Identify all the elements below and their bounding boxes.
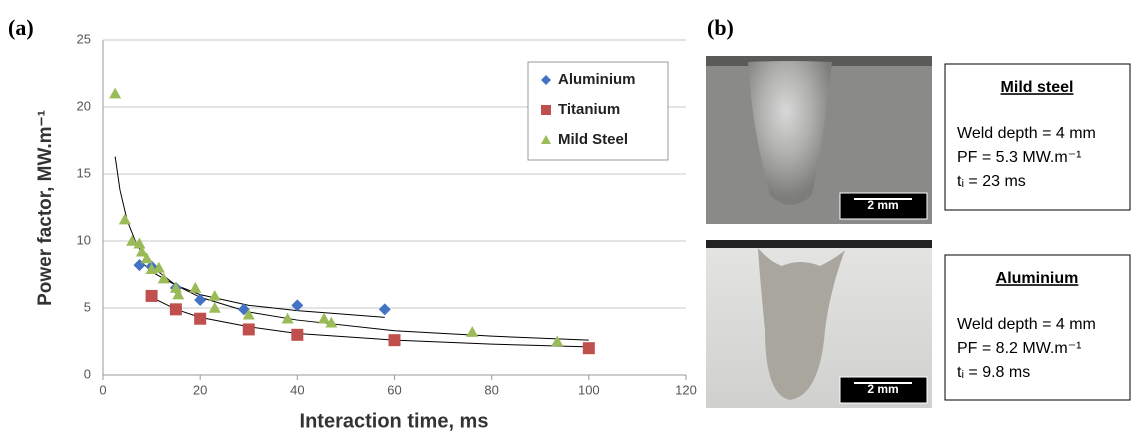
caption-title: Mild steel — [1001, 79, 1074, 96]
point — [209, 302, 221, 313]
legend-marker — [541, 105, 551, 115]
point — [291, 299, 303, 311]
caption-line: PF = 5.3 MW.m⁻¹ — [957, 149, 1081, 166]
caption-line: tᵢ = 9.8 ms — [957, 364, 1030, 381]
x-tick-label: 80 — [484, 382, 498, 397]
point — [379, 303, 391, 315]
x-axis-title: Interaction time, ms — [300, 410, 489, 432]
caption-title: Aluminium — [996, 270, 1079, 287]
y-tick-label: 0 — [84, 366, 91, 381]
panel-label: (a) — [8, 15, 34, 40]
point — [194, 313, 206, 325]
y-tick-label: 25 — [77, 31, 91, 46]
x-tick-label: 60 — [387, 382, 401, 397]
y-axis-title: Power factor, MW.m⁻¹ — [35, 110, 56, 306]
y-tick-label: 10 — [77, 232, 91, 247]
caption-line: Weld depth = 4 mm — [957, 316, 1096, 333]
x-tick-label: 120 — [675, 382, 697, 397]
point — [583, 342, 595, 354]
point — [109, 88, 121, 99]
point — [158, 273, 170, 284]
point — [209, 290, 221, 301]
caption-line: PF = 8.2 MW.m⁻¹ — [957, 340, 1081, 357]
y-tick-label: 5 — [84, 299, 91, 314]
legend-label: Titanium — [558, 101, 620, 118]
figure: (a) (b) Interaction time, ms Power facto… — [0, 0, 1141, 435]
point — [243, 323, 255, 335]
panel-label: (b) — [707, 15, 734, 40]
caption-line: Weld depth = 4 mm — [957, 125, 1096, 142]
x-tick-label: 0 — [99, 382, 106, 397]
legend-label: Mild Steel — [558, 131, 628, 148]
x-tick-label: 20 — [193, 382, 207, 397]
point — [551, 336, 563, 347]
legend-label: Aluminium — [558, 71, 636, 88]
point — [119, 214, 131, 225]
point — [389, 334, 401, 346]
x-tick-label: 40 — [290, 382, 304, 397]
point — [318, 313, 330, 324]
trendline — [152, 297, 589, 347]
point — [170, 303, 182, 315]
point — [291, 329, 303, 341]
scale-bar-label: 2 mm — [867, 382, 898, 396]
point — [146, 290, 158, 302]
caption-line: tᵢ = 23 ms — [957, 173, 1026, 190]
y-tick-label: 20 — [77, 98, 91, 113]
y-tick-label: 15 — [77, 165, 91, 180]
scale-bar-label: 2 mm — [867, 198, 898, 212]
point — [466, 326, 478, 337]
x-tick-label: 100 — [578, 382, 600, 397]
point — [189, 282, 201, 293]
